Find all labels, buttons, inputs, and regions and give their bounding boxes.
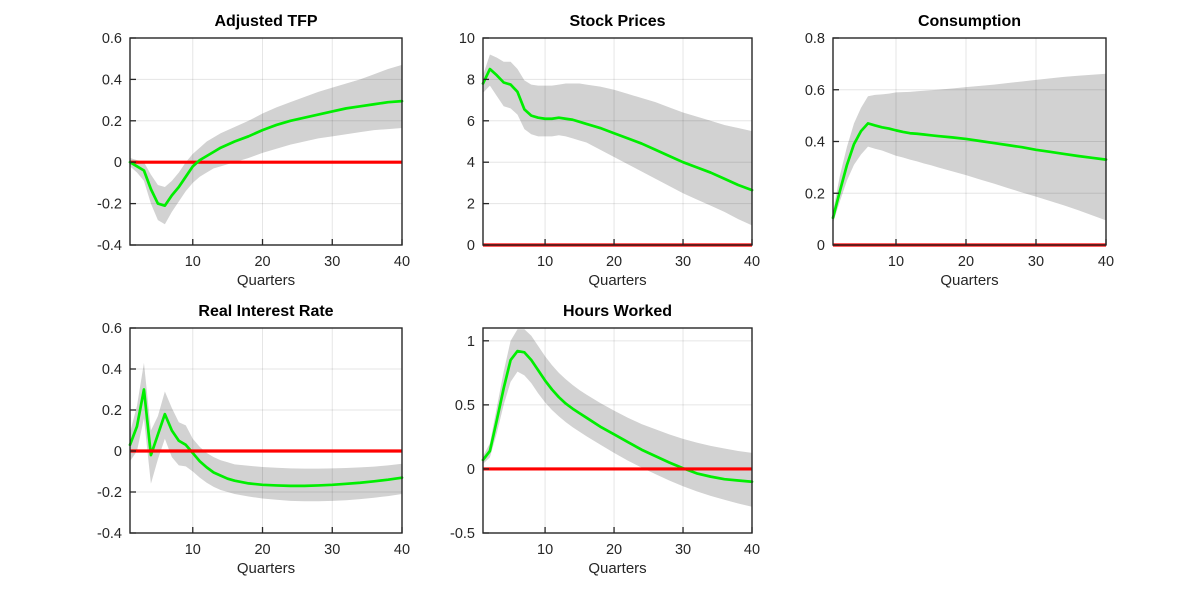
y-tick-label: 0 <box>817 238 825 254</box>
y-tick-label: 2 <box>467 197 475 213</box>
x-tick-label: 20 <box>606 254 622 270</box>
confidence-band <box>483 54 752 226</box>
y-tick-label: 0.2 <box>102 403 122 419</box>
x-tick-label: 20 <box>606 542 622 558</box>
confidence-band <box>833 73 1106 224</box>
y-tick-label: 0.6 <box>805 83 825 99</box>
x-tick-label: 10 <box>537 542 553 558</box>
chart-canvas-stock-prices: 10 20 30 40 0 2 4 6 8 10 <box>459 31 760 270</box>
axes-box <box>129 37 403 246</box>
median-line <box>831 122 1108 220</box>
x-axis-label: Quarters <box>588 560 647 577</box>
chart-canvas-consumption: 10 20 30 40 0 0.2 0.4 0.6 0.8 <box>805 31 1114 270</box>
x-tick-label: 20 <box>254 254 270 270</box>
y-tick-label: 0.4 <box>805 135 825 151</box>
chart-title: Adjusted TFP <box>214 13 318 30</box>
chart-canvas-adjusted-tfp: 10 20 30 40 -0.4 -0.2 0 0.2 0.4 0.6 <box>97 31 410 270</box>
x-tick-label: 30 <box>324 542 340 558</box>
median-line <box>481 67 754 192</box>
x-tick-label: 40 <box>1098 254 1114 270</box>
chart-title: Hours Worked <box>562 303 673 320</box>
x-axis-label: Quarters <box>588 272 647 289</box>
subplot-hours-worked: 10 20 30 40 -0.5 0 0.5 1 Hours Worked Quarters <box>425 300 768 585</box>
median-line <box>128 388 404 488</box>
x-tick-label: 30 <box>675 542 691 558</box>
y-tick-label: 6 <box>467 114 475 130</box>
chart-title: Consumption <box>917 13 1022 30</box>
x-tick-label: 40 <box>744 254 760 270</box>
y-tick-label: 8 <box>467 72 475 88</box>
chart-title: Stock Prices <box>569 13 666 30</box>
x-tick-label: 30 <box>675 254 691 270</box>
y-tick-label: 1 <box>467 334 475 350</box>
y-tick-label: -0.4 <box>97 526 122 542</box>
chart-title: Real Interest Rate <box>198 303 334 320</box>
median-line <box>128 99 404 208</box>
x-axis-label: Quarters <box>236 272 296 289</box>
x-tick-label: 30 <box>324 254 340 270</box>
subplot-consumption: 10 20 30 40 0 0.2 0.4 0.6 0.8 Consumption Quarte… <box>775 10 1122 297</box>
y-tick-label: 0.2 <box>805 186 825 202</box>
axes-box <box>129 327 403 534</box>
y-tick-label: 0.4 <box>102 72 122 88</box>
y-tick-label: 0 <box>114 444 122 460</box>
axes-box <box>482 327 753 534</box>
y-tick-label: 0.4 <box>102 362 122 378</box>
x-tick-label: 10 <box>888 254 904 270</box>
subplot-stock-prices: 10 20 30 40 0 2 4 6 8 10 Stock Prices Quarters <box>425 10 768 297</box>
x-tick-label: 10 <box>185 542 201 558</box>
x-tick-label: 10 <box>185 254 201 270</box>
axes-box <box>482 37 753 246</box>
subplot-adjusted-tfp: 10 20 30 40 -0.4 -0.2 0 0.2 0.4 0.6 Adjusted TFP … <box>72 10 418 297</box>
confidence-band <box>483 329 752 507</box>
y-tick-label: -0.2 <box>97 485 122 501</box>
x-tick-label: 20 <box>958 254 974 270</box>
y-tick-label: -0.4 <box>97 238 122 254</box>
x-tick-label: 20 <box>254 542 270 558</box>
subplot-real-interest-rate: 10 20 30 40 -0.4 -0.2 0 0.2 0.4 0.6 Real Interest… <box>72 300 418 585</box>
chart-canvas-hours-worked: 10 20 30 40 -0.5 0 0.5 1 <box>450 327 760 558</box>
y-tick-label: 0.2 <box>102 114 122 130</box>
y-tick-label: -0.5 <box>450 526 475 542</box>
y-tick-label: 0.6 <box>102 31 122 47</box>
x-tick-label: 40 <box>394 542 410 558</box>
x-axis-label: Quarters <box>940 272 999 289</box>
x-tick-label: 10 <box>537 254 553 270</box>
x-axis-label: Quarters <box>236 560 296 577</box>
x-tick-label: 40 <box>744 542 760 558</box>
y-tick-label: 0.6 <box>102 321 122 337</box>
x-tick-label: 30 <box>1028 254 1044 270</box>
y-tick-label: 0 <box>467 238 475 254</box>
y-tick-label: 4 <box>467 155 475 171</box>
confidence-band <box>130 64 402 225</box>
y-tick-label: 0.5 <box>455 398 475 414</box>
median-line <box>481 349 754 484</box>
y-tick-label: -0.2 <box>97 197 122 213</box>
y-tick-label: 0 <box>467 462 475 478</box>
x-tick-label: 40 <box>394 254 410 270</box>
y-tick-label: 0.8 <box>805 31 825 47</box>
y-tick-label: 10 <box>459 31 475 47</box>
chart-canvas-real-interest-rate: 10 20 30 40 -0.4 -0.2 0 0.2 0.4 0.6 <box>97 321 410 558</box>
y-tick-label: 0 <box>114 155 122 171</box>
confidence-band <box>130 362 402 502</box>
